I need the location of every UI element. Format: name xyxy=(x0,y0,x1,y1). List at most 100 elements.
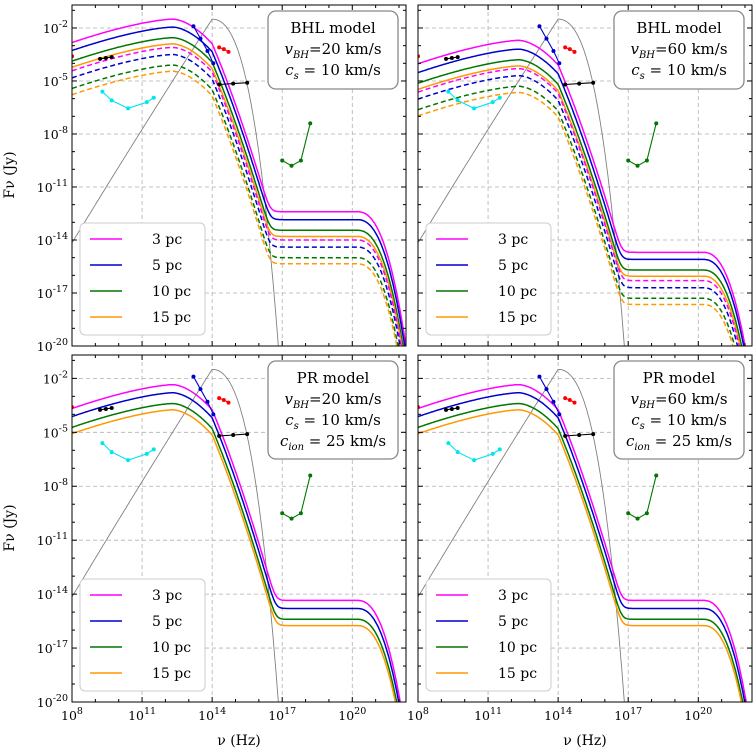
ticks xyxy=(417,355,752,703)
obs-point-green_xray xyxy=(308,473,313,478)
series-line-3pc-solid xyxy=(418,383,747,702)
obs-point-cyan xyxy=(472,458,477,463)
plot-area xyxy=(418,368,747,702)
panel-top-left: 10-20 10-17 10-14 10-11 10-8 10-5 10-2 BHL mode… xyxy=(37,4,407,354)
x-axis-label-left: ν (Hz) xyxy=(217,733,260,749)
info-box-line: vBH=60 km/s xyxy=(630,390,727,411)
axes-frame xyxy=(417,354,753,703)
y-tick-label: 10-2 xyxy=(43,19,68,36)
obs-point-green_xray xyxy=(644,158,649,163)
obs-point-cyan xyxy=(100,441,105,446)
obs-point-red_ir xyxy=(221,47,226,52)
obs-point-black_uv xyxy=(245,80,250,85)
x-tick-label: 1017 xyxy=(614,706,642,723)
series-line-15pc-dashed xyxy=(418,91,734,346)
obs-point-cyan xyxy=(455,450,460,455)
obs-point-black_uv xyxy=(231,81,236,86)
obs-point-green_xray xyxy=(635,163,640,168)
obs-point-black_radio xyxy=(444,56,449,61)
obs-line-green_xray xyxy=(627,475,657,520)
obs-point-green_xray xyxy=(298,511,303,516)
series-line-10pc-solid xyxy=(72,36,404,346)
series-line-15pc-solid xyxy=(418,65,741,346)
obs-point-black_radio xyxy=(103,406,108,411)
obs-point-green_xray xyxy=(298,158,303,163)
y-axis-label-bottom: Fν (Jy) xyxy=(2,504,18,551)
series-line-15pc-solid xyxy=(418,409,743,702)
x-tick-label: 1017 xyxy=(268,706,296,723)
y-tick-label: 10-14 xyxy=(37,585,68,602)
obs-point-green_xray xyxy=(280,511,285,516)
obs-point-blue_ir xyxy=(537,374,542,379)
series-line-3pc-dashed xyxy=(418,67,741,346)
info-box-line: PR model xyxy=(297,369,370,387)
x-tick-label: 1011 xyxy=(128,706,156,723)
blackbody-curve xyxy=(418,368,625,702)
obs-point-red_ir xyxy=(567,47,572,52)
axes-frame xyxy=(71,4,407,347)
panel-bottom-left: 108 1011 1014 1017 1020 10-20 10-17 10-14 10-11 1… xyxy=(37,354,407,723)
obs-point-blue_ir xyxy=(205,399,210,404)
obs-point-black_radio xyxy=(449,406,454,411)
obs-point-blue_ir xyxy=(191,24,196,29)
obs-point-blue_ir xyxy=(551,399,556,404)
series-line-10pc-solid xyxy=(418,402,744,702)
legend-label: 3 pc xyxy=(152,232,182,248)
obs-point-blue_ir xyxy=(537,24,542,29)
panel-bottom-right: 108 1011 1014 1017 1020 PR model vBH=60 km/scs… xyxy=(407,354,753,723)
obs-point-red_ir xyxy=(572,49,577,54)
panel-top-right: BHL model vBH=60 km/scs = 10 km/s 3 pc 5 pc… xyxy=(417,4,753,347)
legend: 3 pc 5 pc 10 pc 15 pc xyxy=(425,578,552,692)
obs-point-black_uv xyxy=(245,432,250,437)
obs-point-black_uv xyxy=(591,432,596,437)
info-box-line: cion = 25 km/s xyxy=(280,432,386,453)
obs-point-blue_ir xyxy=(211,61,216,66)
y-tick-label: 10-2 xyxy=(43,369,68,386)
model-info-box: BHL model vBH=60 km/scs = 10 km/s xyxy=(613,10,745,90)
obs-point-blue_ir xyxy=(211,412,216,417)
legend-label: 10 pc xyxy=(498,640,537,656)
obs-point-black_uv xyxy=(577,81,582,86)
obs-point-black_radio xyxy=(109,55,114,60)
obs-point-red_ir xyxy=(226,49,231,54)
axes-frame xyxy=(417,4,753,347)
obs-point-green_xray xyxy=(308,121,313,126)
legend-label: 15 pc xyxy=(152,310,191,326)
y-tick-label: 10-20 xyxy=(37,693,68,710)
y-tick-label: 10-17 xyxy=(37,284,68,301)
series-line-3pc-solid xyxy=(72,383,401,702)
series-line-3pc-solid xyxy=(418,39,746,346)
info-box-frame xyxy=(267,10,399,90)
series-line-5pc-dashed xyxy=(72,53,401,346)
info-box-line: cs = 10 km/s xyxy=(631,411,727,432)
obs-point-blue_ir xyxy=(198,387,203,392)
obs-point-cyan xyxy=(109,98,114,103)
y-tick-label: 10-20 xyxy=(37,337,68,354)
obs-point-cyan xyxy=(446,89,451,94)
obs-point-blue_ir xyxy=(544,387,549,392)
legend-label: 5 pc xyxy=(152,258,182,274)
obs-point-black_radio xyxy=(98,56,103,61)
obs-point-blue_ir xyxy=(191,374,196,379)
legend-frame xyxy=(425,578,552,692)
obs-point-green_xray xyxy=(644,511,649,516)
obs-point-blue_ir xyxy=(205,48,210,53)
series-line-5pc-solid xyxy=(418,392,746,702)
obs-point-green_xray xyxy=(626,158,631,163)
obs-point-red_ir xyxy=(226,400,231,405)
x-tick-label: 1014 xyxy=(198,706,226,723)
obs-point-black_uv xyxy=(217,82,222,87)
x-tick-label: 1020 xyxy=(684,706,712,723)
obs-point-cyan xyxy=(144,100,149,105)
info-box-line: cs = 10 km/s xyxy=(285,411,381,432)
series-line-10pc-solid xyxy=(418,59,743,346)
series-line-15pc-solid xyxy=(72,409,397,702)
legend-frame xyxy=(79,222,206,336)
blackbody-curve xyxy=(72,18,279,346)
legend-frame xyxy=(425,222,552,336)
legend-label: 15 pc xyxy=(498,666,537,682)
x-tick-label: 1014 xyxy=(544,706,572,723)
series-line-10pc-solid xyxy=(72,402,398,702)
obs-point-cyan xyxy=(455,98,460,103)
y-tick-label: 10-11 xyxy=(37,531,68,548)
